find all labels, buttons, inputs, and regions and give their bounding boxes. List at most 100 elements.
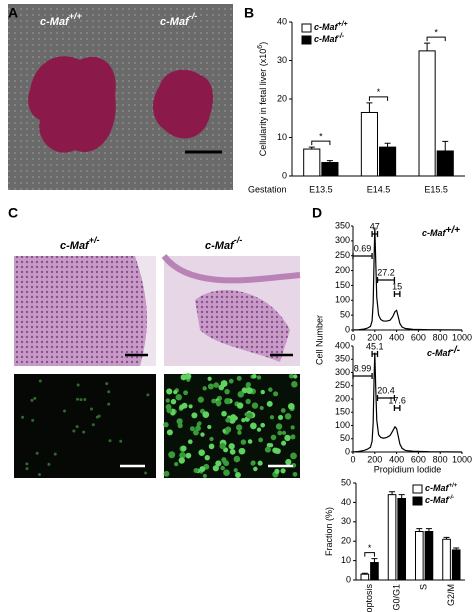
cell-dot [284, 434, 291, 442]
bar [387, 494, 397, 581]
cell-dot [198, 449, 205, 456]
gate-label: 45.1 [366, 341, 384, 351]
y-tick-label: 300 [335, 367, 350, 377]
cell-dot [241, 417, 246, 423]
cell-dot [79, 398, 83, 402]
cell-dot [236, 375, 242, 381]
significance-star: * [377, 87, 381, 97]
gate-label: 17.6 [388, 395, 406, 405]
cell-dot [253, 466, 258, 472]
gate-label: 8.99 [354, 363, 372, 373]
cell-dot [280, 468, 286, 474]
cell-dot [33, 396, 37, 400]
cell-dot [165, 398, 170, 403]
cell-dot [202, 411, 210, 418]
x-tick-label: 400 [389, 454, 404, 464]
gate-label: 0.69 [354, 243, 372, 253]
cell-dot [290, 434, 296, 440]
cell-dot [220, 465, 225, 471]
cell-dot [193, 429, 199, 436]
legend-label: c-Maf+/+ [425, 483, 458, 494]
y-tick-label: 100 [335, 420, 350, 430]
bar [451, 549, 461, 581]
cell-dot [196, 422, 201, 427]
cell-dot [280, 408, 286, 413]
cell-dot [290, 425, 295, 430]
y-axis-label: Cell Number [314, 315, 324, 365]
cell-dot [187, 439, 193, 445]
legend-name: c-Maf [422, 228, 447, 238]
panel-label: A [8, 5, 18, 21]
bar [424, 531, 434, 581]
cell-dot [31, 418, 35, 422]
x-tick-label: 1000 [452, 454, 472, 464]
x-tick-label: 800 [433, 454, 448, 464]
x-tick-label: 600 [411, 454, 426, 464]
cell-dot [290, 452, 297, 460]
cell-dot [175, 394, 182, 401]
cell-dot [246, 387, 253, 395]
cell-dot [193, 467, 199, 474]
y-tick-label: 50 [341, 477, 351, 487]
y-tick-label: 20 [341, 536, 351, 546]
y-tick-label: 350 [335, 354, 350, 364]
cell-dot [219, 442, 226, 450]
genotype-label: c-Maf+/- [60, 235, 100, 252]
y-tick-label: 300 [335, 235, 350, 245]
x-tick-label: G0/G1 [391, 584, 401, 611]
cell-dot [268, 443, 274, 448]
liver-wt [28, 56, 116, 153]
x-tick-label: 400 [389, 332, 404, 342]
legend-genotype: +/+ [338, 21, 348, 28]
error-bar [424, 42, 431, 51]
cell-dot [178, 457, 185, 464]
gate-label: 15 [392, 281, 402, 291]
y-tick-label: 20 [277, 93, 287, 103]
cell-dot [222, 459, 229, 466]
significance-bracket [426, 36, 446, 42]
y-axis-label: Fraction (%) [324, 507, 334, 556]
error-bar [425, 528, 432, 532]
bar [418, 50, 436, 177]
y-tick-label: 100 [335, 295, 350, 305]
error-bar [361, 572, 368, 575]
cell-dot [234, 472, 241, 478]
cell-dot [237, 391, 245, 398]
fluorescence-dots [21, 373, 298, 478]
y-tick-label: 10 [341, 555, 351, 565]
genotype-label: c-Maf-/- [160, 11, 197, 28]
legend-name: c-Maf [425, 495, 450, 505]
bar [360, 573, 370, 581]
y-axis-label-text: Cellularity in fetal liver (x10 [258, 49, 268, 157]
cell-dot [180, 374, 187, 381]
y-axis-label: Cellularity in fetal liver (x106) [257, 42, 269, 156]
legend-swatch [412, 484, 423, 494]
gate-bracket [352, 253, 373, 259]
x-tick-label: 600 [411, 332, 426, 342]
cell-dot [47, 462, 51, 466]
cell-dot [75, 425, 79, 429]
bar [414, 531, 424, 581]
genotype-label: c-Maf-/- [205, 235, 242, 252]
significance-bracket [368, 96, 389, 101]
y-tick-label: 40 [277, 16, 287, 26]
tissue-ko [195, 290, 290, 362]
cell-dot [91, 423, 95, 427]
cell-dot [256, 427, 262, 432]
liver-ko [153, 69, 213, 139]
gate-bracket [352, 373, 373, 379]
y-tick-label: 10 [277, 132, 287, 142]
cell-dot [275, 423, 283, 430]
gate-bracket [393, 405, 401, 411]
cell-dot [284, 413, 292, 420]
legend-swatch [301, 23, 312, 33]
y-tick-label: 30 [341, 516, 351, 526]
cell-dot [107, 390, 111, 394]
y-tick-label: 150 [335, 407, 350, 417]
cell-dot [215, 460, 222, 467]
cell-dot [200, 432, 205, 437]
legend-label: c-Maf+/+ [422, 225, 460, 239]
cell-dot [76, 397, 80, 401]
cell-dot [144, 471, 148, 475]
cell-dot [224, 397, 231, 405]
